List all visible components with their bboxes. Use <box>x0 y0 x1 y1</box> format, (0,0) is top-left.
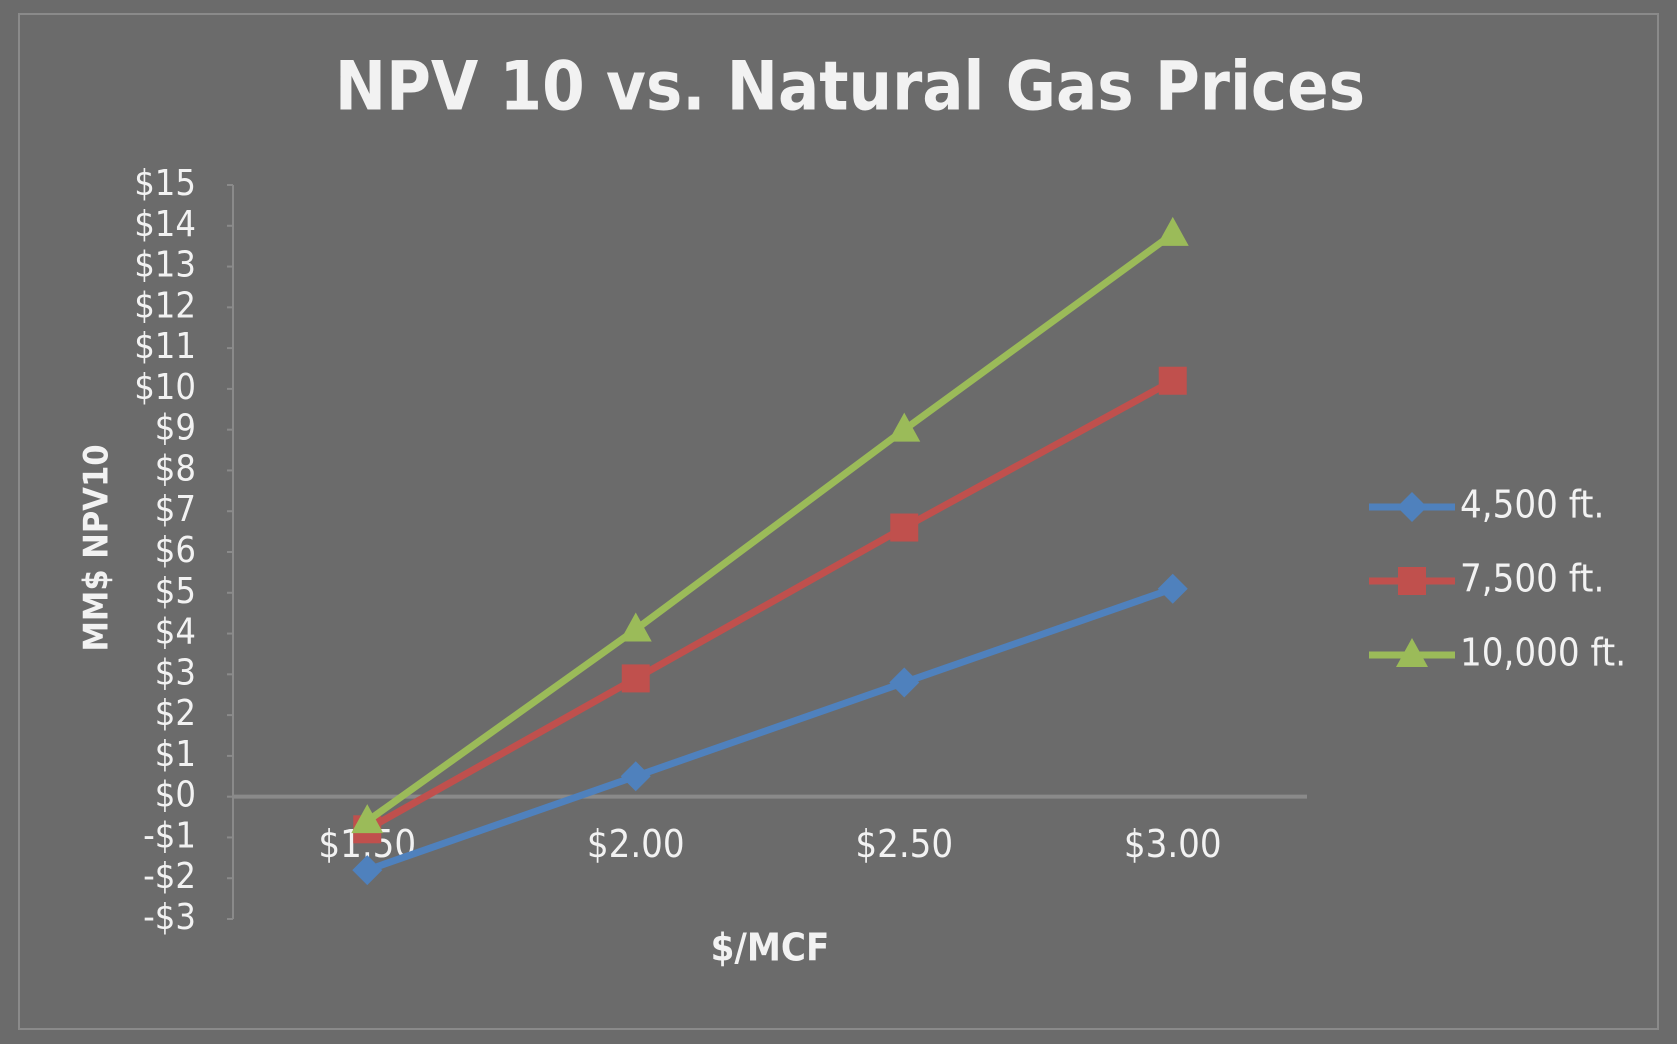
y-tick-label: $4 <box>155 612 196 653</box>
y-tick-label: $15 <box>134 163 196 204</box>
y-tick-label: $3 <box>155 652 196 693</box>
data-point <box>890 513 919 542</box>
x-tick-label: $2.50 <box>855 822 953 866</box>
legend-label: 10,000 ft. <box>1460 631 1626 675</box>
y-tick-label: $6 <box>155 530 196 571</box>
x-tick-label: $2.00 <box>587 822 685 866</box>
y-tick-label: $11 <box>134 326 196 367</box>
data-point <box>1158 366 1187 395</box>
data-point <box>1156 216 1189 246</box>
y-tick-label: -$3 <box>143 897 196 938</box>
y-tick-label: $2 <box>155 693 196 734</box>
legend-label: 4,500 ft. <box>1460 483 1604 527</box>
series-line <box>365 231 1175 824</box>
legend-marker <box>1398 567 1426 595</box>
legend-label: 7,500 ft. <box>1460 557 1604 601</box>
series-line <box>365 377 1175 833</box>
y-tick-label: -$1 <box>143 815 196 856</box>
data-point <box>888 412 921 442</box>
series-line <box>366 585 1174 874</box>
data-point <box>351 804 384 834</box>
y-tick-label: -$2 <box>143 856 196 897</box>
y-tick-label: $13 <box>134 245 196 286</box>
data-point <box>352 855 383 886</box>
y-tick-label: $0 <box>155 775 196 816</box>
chart-title: NPV 10 vs. Natural Gas Prices <box>335 48 1365 127</box>
y-tick-label: $9 <box>155 408 196 449</box>
y-tick-label: $1 <box>155 734 196 775</box>
data-point <box>620 761 651 792</box>
x-axis-title: $/MCF <box>711 926 830 970</box>
x-tick-label: $3.00 <box>1124 822 1222 866</box>
legend-marker <box>1397 492 1427 522</box>
y-axis-title: MM$ NPV10 <box>77 444 117 651</box>
y-tick-label: $7 <box>155 489 196 530</box>
data-point <box>1157 573 1188 604</box>
chart-border <box>18 13 1659 1030</box>
y-tick-label: $10 <box>134 367 196 408</box>
data-point <box>621 664 650 693</box>
legend-marker <box>1396 638 1428 667</box>
y-tick-label: $5 <box>155 571 196 612</box>
y-tick-label: $8 <box>155 448 196 489</box>
y-tick-label: $12 <box>134 285 196 326</box>
data-point <box>619 612 652 642</box>
y-tick-label: $14 <box>134 204 196 245</box>
data-point <box>889 667 920 698</box>
